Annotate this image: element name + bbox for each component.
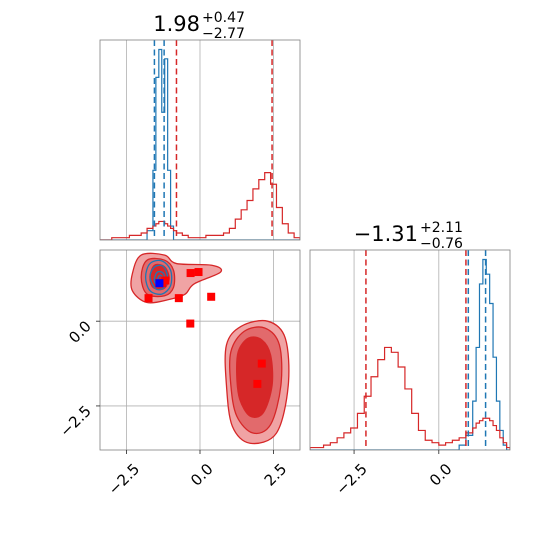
red-marker-0	[144, 294, 153, 303]
red-marker-7	[186, 319, 195, 328]
title-value: 1.98	[153, 12, 200, 36]
title-upper: +0.47	[202, 10, 245, 26]
blue-contour-0	[144, 259, 173, 295]
hist1-series-red-1	[100, 172, 300, 240]
histogram-title-param2: −1.31	[354, 222, 418, 246]
title-lower-2: −0.76	[420, 236, 463, 252]
red-marker-6	[207, 292, 216, 301]
scatter-ytick-label-0: 0.0	[65, 317, 95, 347]
scatter-ytick-label-1: −2.5	[56, 402, 94, 440]
blue-marker-0	[155, 279, 164, 288]
scatter-panel: −2.5 0.0 2.5 0.0 −2.5	[56, 249, 301, 499]
histogram-panel-param2: −2.5 0.0 −1.31 +2.11 −0.76	[309, 220, 511, 499]
scatter-xtick-label-2: 2.5	[261, 460, 291, 490]
hist2-series-red-1	[310, 346, 510, 450]
red-marker-5	[194, 268, 203, 277]
histogram-panel-param1: 1.98 +0.47 −2.77	[99, 10, 301, 241]
title-upper-2: +2.11	[420, 220, 463, 236]
scatter-xtick-label-1: 0.0	[187, 460, 217, 490]
scatter-xtick-label-0: −2.5	[105, 460, 143, 498]
hist2-xtick-label-0: −2.5	[332, 460, 370, 498]
red-marker-4	[186, 269, 195, 278]
hist1-series-blue-0	[100, 48, 300, 240]
histogram-title-param1: 1.98	[153, 12, 200, 36]
hist2-xtick-label-1: 0.0	[426, 460, 456, 490]
red-marker-8	[257, 359, 266, 368]
title-lower: −2.77	[202, 26, 245, 42]
red-marker-3	[174, 294, 183, 303]
histogram-axes-frame	[99, 39, 301, 241]
histogram-axes-frame-2	[309, 249, 511, 451]
red-marker-9	[253, 379, 262, 388]
red-marker-2	[161, 276, 170, 285]
red-density-region-inner-5	[235, 336, 274, 419]
